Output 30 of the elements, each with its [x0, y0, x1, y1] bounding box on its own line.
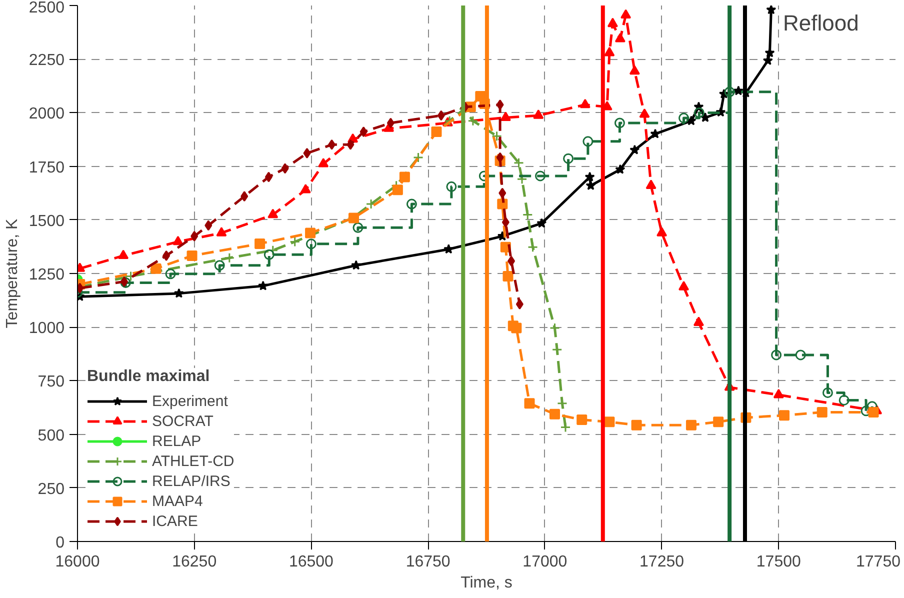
x-tick-label: 17250	[640, 554, 684, 570]
y-tick-label: 250	[38, 480, 65, 498]
legend-label: ICARE	[152, 512, 198, 530]
y-tick-label: 2500	[28, 0, 65, 16]
legend-title: Bundle maximal	[87, 368, 211, 386]
ref-line-label: Reflood	[782, 10, 859, 36]
x-tick-label: 16500	[288, 554, 334, 570]
legend-label: MAAP4	[152, 492, 203, 510]
legend-label: Experiment	[152, 392, 228, 410]
legend-label: RELAP/IRS	[152, 472, 230, 490]
y-tick-label: 500	[38, 427, 65, 444]
y-tick-label: 0	[56, 534, 65, 552]
legend-label: SOCRAT	[152, 412, 214, 430]
x-tick-label: 17750	[856, 554, 901, 570]
y-axis-title: Temperature, K	[4, 218, 21, 328]
y-tick-label: 2250	[28, 52, 65, 70]
y-tick-label: 1500	[28, 212, 65, 230]
x-tick-label: 16000	[55, 554, 100, 570]
x-tick-label: 16250	[172, 554, 217, 570]
legend-label: RELAP	[152, 432, 202, 450]
y-tick-label: 2000	[28, 106, 65, 123]
x-tick-label: 17000	[522, 554, 568, 570]
y-tick-label: 750	[38, 374, 65, 391]
y-tick-label: 1250	[28, 266, 65, 284]
legend-label: ATHLET-CD	[152, 452, 234, 470]
x-tick-label: 17500	[756, 554, 801, 570]
x-tick-label: 16750	[406, 554, 450, 570]
x-axis-title: Time, s	[460, 574, 512, 592]
y-tick-label: 1750	[28, 159, 65, 176]
y-tick-label: 1000	[28, 320, 65, 338]
